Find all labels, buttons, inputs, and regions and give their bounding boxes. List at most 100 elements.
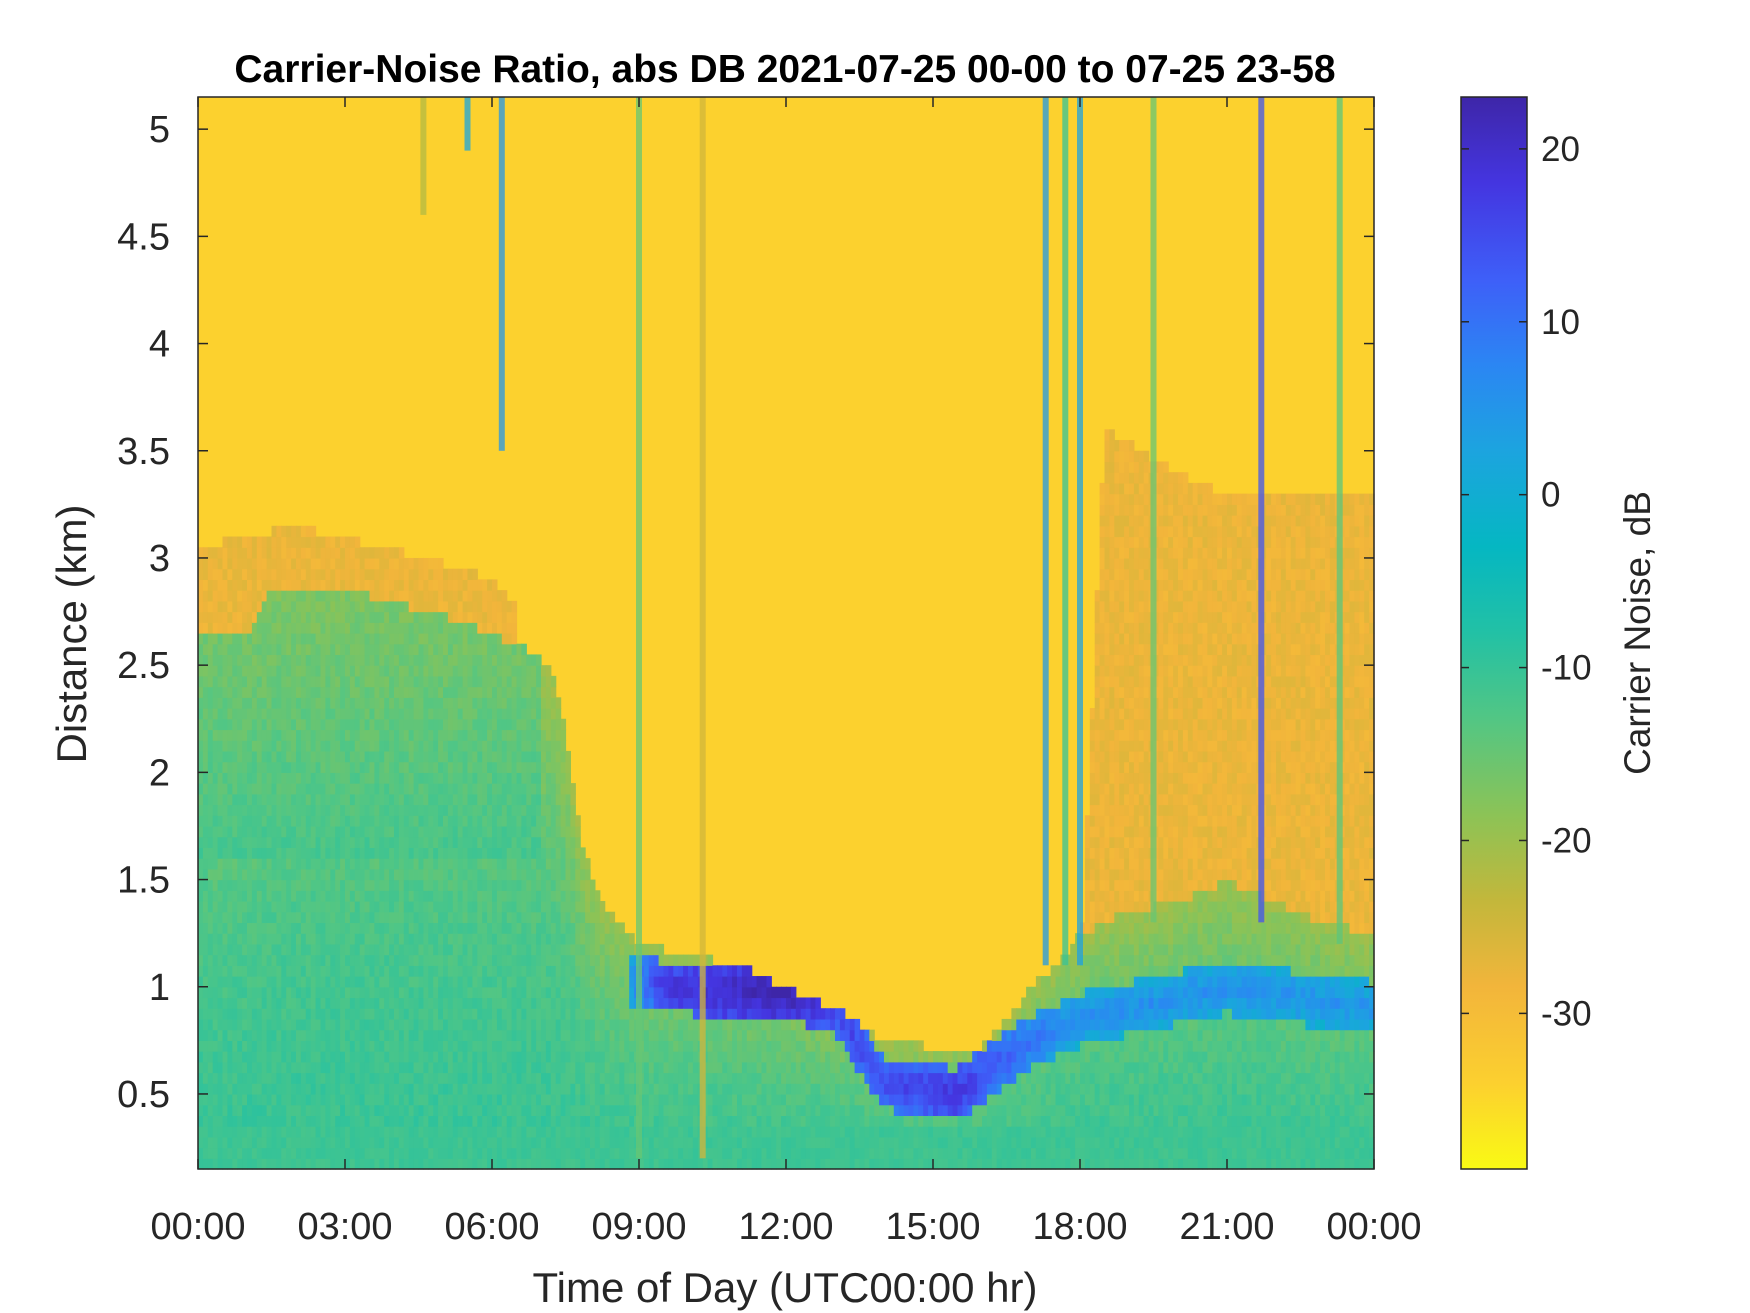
heatmap-cell [237, 976, 243, 988]
heatmap-cell [374, 1061, 380, 1074]
heatmap-cell [428, 976, 434, 988]
heatmap-cell [202, 750, 209, 763]
heatmap-cell [487, 815, 493, 827]
heatmap-cell [511, 740, 518, 752]
heatmap-cell [394, 654, 400, 666]
heatmap-cell [296, 868, 302, 881]
heatmap-cell [222, 568, 228, 580]
heatmap-cell [222, 1008, 228, 1020]
heatmap-cell [683, 1040, 689, 1052]
heatmap-cell [443, 825, 449, 838]
heatmap-cell [222, 1029, 228, 1041]
heatmap-cell [452, 901, 459, 913]
heatmap-cell [487, 1083, 493, 1095]
heatmap-cell [604, 1072, 611, 1084]
heatmap-cell [506, 740, 513, 752]
heatmap-cell [247, 890, 253, 902]
heatmap-cell [398, 986, 405, 999]
heatmap-cell [692, 1008, 699, 1020]
heatmap-cell [541, 943, 547, 956]
heatmap-cell [256, 557, 263, 570]
heatmap-cell [565, 868, 571, 881]
heatmap-cell [251, 557, 258, 570]
heatmap-cell [428, 675, 434, 688]
heatmap-cell [320, 579, 326, 591]
heatmap-cell [447, 633, 454, 645]
heatmap-cell [555, 729, 562, 741]
heatmap-cell [207, 836, 214, 848]
heatmap-cell [276, 783, 282, 795]
heatmap-cell [408, 633, 415, 645]
heatmap-cell [521, 911, 527, 924]
heatmap-cell [477, 815, 483, 827]
heatmap-cell [462, 836, 469, 848]
heatmap-cell [413, 965, 420, 977]
heatmap-cell [531, 836, 537, 848]
heatmap-cell [266, 1126, 273, 1138]
heatmap-cell [531, 793, 537, 806]
heatmap-cell [202, 1158, 209, 1170]
heatmap-cell [315, 686, 322, 698]
heatmap-cell [673, 986, 679, 999]
heatmap-cell [501, 633, 508, 645]
heatmap-cell [536, 1029, 542, 1041]
heatmap-cell [550, 1147, 557, 1159]
heatmap-cell [242, 868, 248, 881]
heatmap-cell [315, 1072, 322, 1084]
heatmap-cell [526, 933, 532, 945]
heatmap-cell [712, 1040, 718, 1052]
heatmap-cell [467, 611, 473, 623]
heatmap-cell [496, 1029, 503, 1041]
heatmap-cell [428, 783, 434, 795]
heatmap-cell [281, 740, 287, 752]
heatmap-cell [345, 1061, 351, 1074]
heatmap-cell [418, 1051, 424, 1063]
heatmap-cell [722, 1061, 728, 1074]
heatmap-cell [251, 954, 258, 966]
heatmap-cell [242, 547, 248, 559]
heatmap-cell [266, 1051, 273, 1063]
heatmap-cell [447, 783, 454, 795]
heatmap-cell [428, 611, 434, 623]
heatmap-cell [418, 911, 424, 924]
heatmap-cell [487, 954, 493, 966]
heatmap-cell [305, 1083, 312, 1095]
heatmap-cell [585, 1040, 591, 1052]
heatmap-cell [349, 890, 356, 902]
heatmap-cell [506, 954, 513, 966]
heatmap-cell [688, 1147, 694, 1159]
heatmap-cell [198, 750, 204, 763]
heatmap-cell [227, 633, 233, 645]
heatmap-cell [609, 965, 616, 977]
heatmap-cell [594, 954, 601, 966]
heatmap-cell [506, 665, 513, 677]
heatmap-cell [305, 611, 312, 623]
heatmap-cell [570, 1136, 576, 1149]
heatmap-cell [232, 772, 238, 784]
heatmap-cell [482, 1072, 488, 1084]
heatmap-cell [673, 1008, 679, 1020]
heatmap-cell [256, 750, 263, 763]
heatmap-cell [222, 740, 228, 752]
heatmap-cell [335, 804, 341, 816]
heatmap-cell [594, 1008, 601, 1020]
heatmap-cell [565, 1126, 571, 1138]
heatmap-cell [369, 825, 375, 838]
heatmap-cell [212, 654, 219, 666]
heatmap-cell [443, 729, 449, 741]
heatmap-cell [266, 750, 273, 763]
heatmap-cell [585, 1158, 591, 1170]
heatmap-cell [418, 847, 424, 859]
heatmap-cell [433, 825, 439, 838]
heatmap-cell [207, 729, 214, 741]
heatmap-cell [492, 901, 498, 913]
heatmap-cell [300, 976, 307, 988]
heatmap-cell [501, 1051, 508, 1063]
heatmap-cell [536, 1018, 542, 1031]
heatmap-cell [296, 557, 302, 570]
heatmap-cell [394, 665, 400, 677]
heatmap-cell [271, 697, 277, 709]
heatmap-cell [482, 590, 488, 602]
heatmap-cell [545, 1040, 552, 1052]
heatmap-cell [320, 933, 326, 945]
